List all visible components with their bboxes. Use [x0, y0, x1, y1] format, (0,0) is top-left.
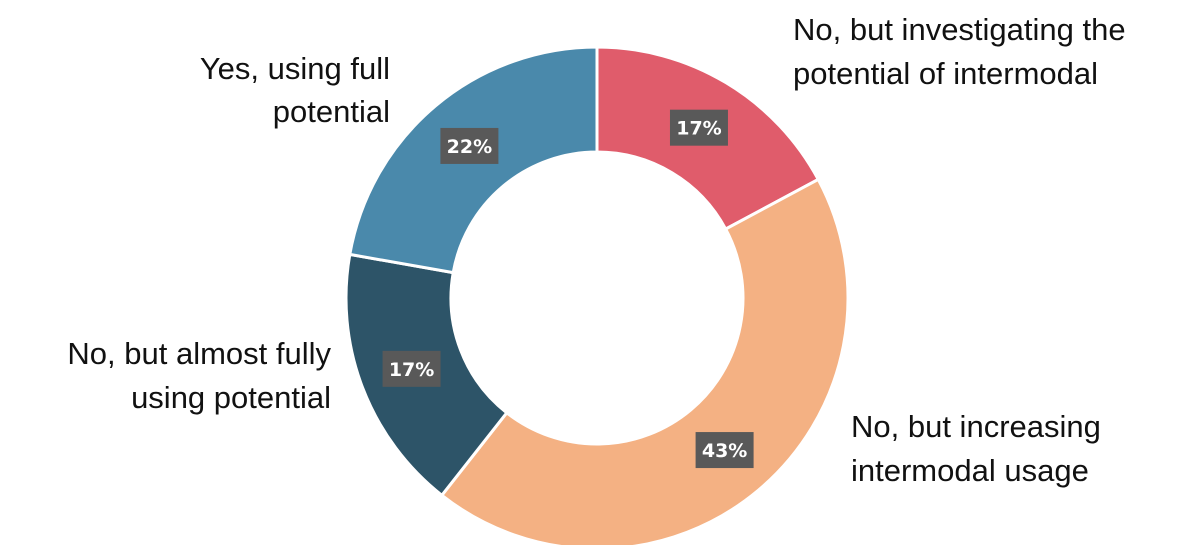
- category-label-0-line-0: No, but investigating the: [793, 12, 1126, 47]
- category-label-3-line-0: Yes, using full: [200, 51, 390, 86]
- percent-label-1: 43%: [695, 432, 754, 469]
- category-label-1-line-0: No, but increasing: [851, 409, 1101, 444]
- percent-label-box-0: [669, 109, 728, 146]
- percent-label-text-3: 22%: [447, 136, 492, 158]
- category-label-0-line-1: potential of intermodal: [793, 56, 1098, 91]
- percent-label-3: 22%: [440, 127, 499, 164]
- percent-label-0: 17%: [669, 109, 728, 146]
- category-label-1-line-1: intermodal usage: [851, 453, 1089, 488]
- donut-slice-1: [439, 177, 850, 545]
- percent-label-2: 17%: [382, 350, 441, 387]
- slices-group: [344, 45, 850, 545]
- percent-label-text-1: 43%: [702, 440, 747, 462]
- labels-group: No, but investigating the potential of in…: [67, 12, 1125, 488]
- percent-label-text-0: 17%: [676, 118, 721, 140]
- category-label-2-line-0: No, but almost fully: [67, 336, 331, 371]
- percent-label-box-1: [695, 432, 754, 469]
- percent-label-box-3: [440, 127, 499, 164]
- category-label-3-line-1: potential: [273, 94, 390, 129]
- percent-label-box-2: [382, 350, 441, 387]
- percent-labels-group: 17% 43% 17% 22%: [382, 109, 754, 469]
- percent-label-text-2: 17%: [389, 359, 434, 381]
- category-label-2-line-1: using potential: [131, 380, 331, 415]
